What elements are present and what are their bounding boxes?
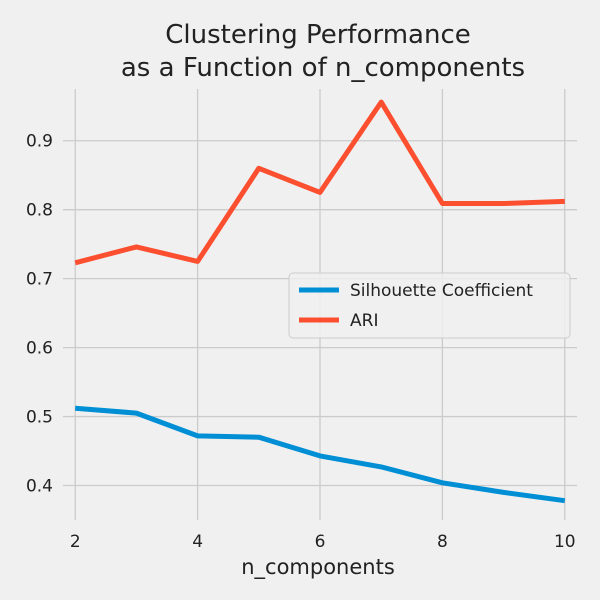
y-tick-label-5: 0.9 <box>26 132 53 152</box>
chart-title-line-1: Clustering Performance <box>165 20 471 50</box>
series-lines <box>74 99 566 504</box>
legend-box <box>288 272 571 339</box>
legend: Silhouette Coefficient ARI <box>288 272 571 339</box>
chart-title-line-2: as a Function of n_components <box>121 53 525 83</box>
y-tick-label-1: 0.5 <box>26 408 53 428</box>
series-line-silhouette <box>75 405 566 504</box>
legend-label-silhouette: Silhouette Coefficient <box>350 281 533 301</box>
legend-label-ari: ARI <box>350 311 378 331</box>
x-tick-label-6: 6 <box>315 532 326 552</box>
x-axis-label: n_components <box>241 555 395 580</box>
x-tick-label-2: 2 <box>70 532 81 552</box>
y-tick-label-4: 0.8 <box>26 201 53 221</box>
series-line-ari <box>74 99 565 266</box>
x-tick-label-10: 10 <box>554 532 576 552</box>
y-tick-label-0: 0.4 <box>26 477 53 497</box>
x-tick-label-8: 8 <box>437 532 448 552</box>
axis-ticks: 2 4 6 8 10 0.4 0.5 0.6 0.7 0.8 0.9 <box>26 132 576 552</box>
x-tick-label-4: 4 <box>192 532 203 552</box>
y-tick-label-3: 0.7 <box>26 270 53 290</box>
y-tick-label-2: 0.6 <box>26 339 53 359</box>
